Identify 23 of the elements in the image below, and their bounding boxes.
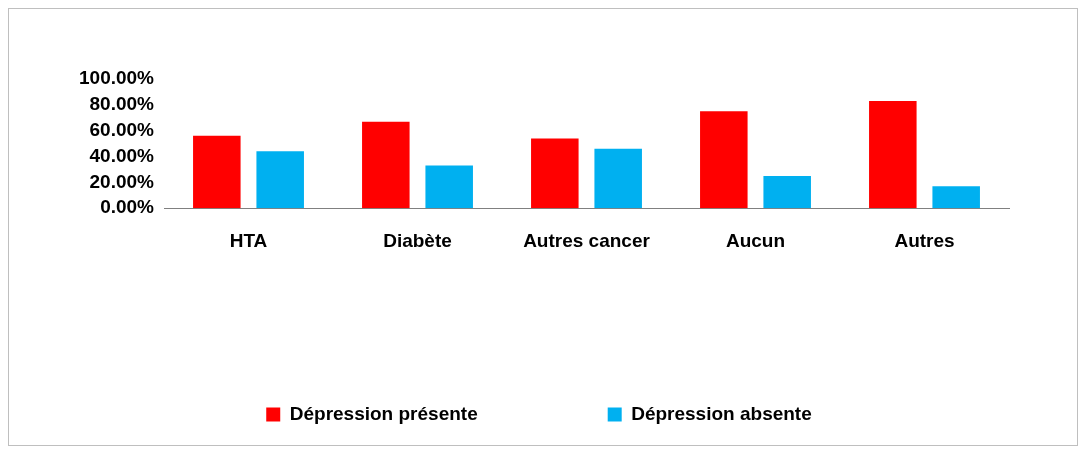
y-tick-label: 60.00%	[89, 118, 155, 140]
bar	[425, 165, 473, 209]
bar	[256, 151, 304, 209]
bar	[531, 138, 579, 209]
x-tick-label: Aucun	[725, 229, 786, 251]
y-tick-label: 0.00%	[100, 196, 155, 218]
y-tick-label: 20.00%	[89, 170, 155, 192]
x-tick-label: HTA	[229, 229, 268, 251]
x-tick-label: Autres cancer	[523, 229, 651, 251]
x-tick-label: Autres	[894, 229, 955, 251]
y-tick-label: 40.00%	[89, 144, 155, 166]
bar	[869, 100, 917, 209]
bar	[594, 148, 642, 209]
legend-label: Dépression absente	[631, 402, 812, 424]
bar	[763, 175, 811, 209]
y-tick-label: 100.00%	[78, 67, 155, 89]
bar	[932, 186, 980, 209]
bar	[700, 111, 748, 209]
x-tick-label: Diabète	[383, 229, 452, 251]
legend-label: Dépression présente	[289, 402, 478, 424]
bar	[193, 135, 241, 209]
bar	[362, 121, 410, 209]
y-tick-label: 80.00%	[89, 93, 155, 115]
